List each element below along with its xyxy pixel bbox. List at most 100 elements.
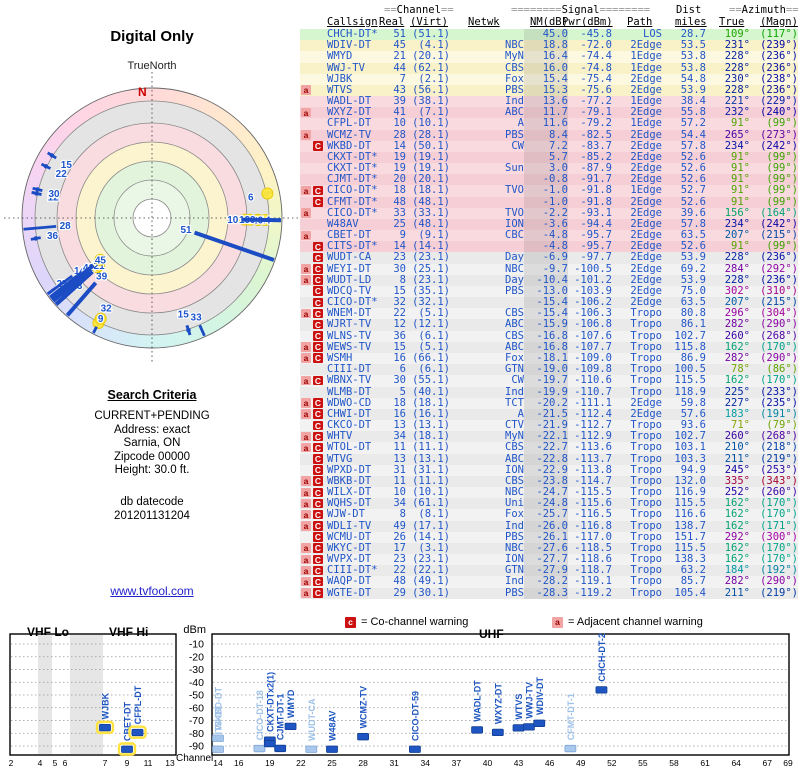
cell-net: TVO [505, 184, 524, 197]
cell-magn: (240°) [760, 106, 798, 119]
header-netwk: Netwk [468, 16, 500, 28]
cell-true: 245° [724, 463, 750, 476]
radar-svg: N306163615123222158302391425331848201919… [4, 72, 300, 364]
warning-badges [300, 152, 327, 163]
cell-dist: 28.7 [680, 28, 706, 40]
signal-bar [121, 745, 133, 753]
cell-virt: (10.1) [412, 117, 450, 130]
cell-magn: (99°) [766, 162, 798, 175]
cell-real: 48 [393, 195, 406, 208]
cell-cs: WPXD-DT [327, 463, 372, 476]
radar-spoke [241, 217, 282, 223]
warning-badges: C [300, 465, 327, 476]
cell-dist: 52.6 [680, 173, 706, 186]
table-row: a C WGTE-DT 29 (30.1) PBS -28.3 -119.2 Tropo 105.… [300, 587, 798, 599]
radar-spoke [65, 281, 98, 317]
radar-channel-label: 15 [61, 160, 73, 171]
cell-pwr: -95.7 [580, 240, 612, 253]
vhf-tick-label: 13 [165, 758, 175, 768]
cell-pwr: -111.1 [574, 396, 612, 409]
adjacent-warning-icon: a [301, 576, 311, 587]
warning-badges: C [300, 420, 327, 431]
criteria-line: Zipcode 00000 [113, 450, 191, 463]
cell-magn: (99°) [766, 150, 798, 163]
cell-cs: WWJ-TV [327, 61, 365, 74]
cell-path: 2Edge [630, 39, 662, 52]
table-row: CKXT-DT* 19 (19.1) 5.7 -85.2 2Edge 52.6 91° (99°… [300, 150, 798, 164]
cell-net: Ind [505, 95, 524, 108]
cell-pwr: -109.0 [574, 351, 612, 364]
cell-real: 12 [393, 318, 406, 331]
cell-magn: (273°) [760, 128, 798, 141]
header-pwr: Pwr(dBm) [562, 16, 613, 28]
cell-real: 51 [393, 28, 406, 40]
cell-nm: 13.6 [524, 95, 568, 108]
table-row: a C WDLI-TV 49 (17.1) Ind -26.0 -116.8 Tropo 138.… [300, 520, 798, 532]
adjacent-warning-icon: a [301, 107, 311, 117]
cell-true: 296° [724, 307, 750, 320]
warning-badges [300, 29, 327, 40]
cell-dist: 52.6 [680, 240, 706, 253]
cell-net: CBS [505, 474, 524, 487]
signal-bar [357, 733, 369, 741]
bar-highlight [95, 720, 115, 735]
cell-true: 282° [724, 318, 750, 331]
cell-pwr: -112.7 [574, 419, 612, 432]
cell-real: 5 [399, 385, 406, 398]
co-channel-warning-icon: c [345, 616, 356, 628]
cell-dist: 57.2 [680, 117, 706, 130]
cell-net: MyN [505, 430, 524, 443]
cell-pwr: -114.7 [574, 474, 612, 487]
cell-magn: (99°) [766, 184, 798, 197]
header-channel-group: ==Channel== [384, 4, 454, 16]
cell-pwr: -95.7 [580, 229, 612, 242]
search-criteria-lines: CURRENT+PENDING Address: exact Sarnia, O… [32, 410, 272, 478]
cell-net: ABC [505, 340, 524, 353]
header-path: Path [627, 16, 653, 28]
cell-virt: (19.1) [412, 150, 450, 163]
cell-nm: -27.9 [524, 565, 568, 577]
cell-path: Tropo [630, 486, 662, 499]
signal-bar [284, 722, 297, 731]
cell-real: 19 [393, 162, 406, 175]
co-channel-warning-icon: C [313, 409, 323, 420]
warning-badges: a [300, 130, 327, 141]
cell-cs: WCMU-DT [327, 530, 372, 543]
co-channel-warning-icon: C [313, 588, 323, 599]
radar-channel-label: 39 [96, 271, 108, 282]
co-channel-warning-icon: C [313, 554, 323, 565]
co-channel-warning-icon: C [313, 319, 323, 330]
cell-net: Sun [505, 162, 524, 175]
cell-path: 2Edge [630, 128, 662, 141]
cell-pwr: -77.2 [580, 95, 612, 108]
warning-badges: C [300, 532, 327, 543]
cell-true: 282° [724, 351, 750, 364]
cell-magn: (236°) [760, 61, 798, 74]
table-row: CIII-DT 6 (6.1) GTN -19.0 -109.8 Tropo 100.5 78°… [300, 363, 798, 376]
cell-true: 260° [724, 430, 750, 443]
co-channel-legend-text: = Co-channel warning [361, 616, 469, 628]
tvfool-link[interactable]: www.tvfool.com [110, 584, 194, 598]
cell-pwr: -79.1 [580, 106, 612, 119]
cell-nm: -19.9 [524, 386, 568, 398]
cell-cs: WBNX-TV [327, 374, 372, 387]
page-title: Digital Only [110, 28, 194, 45]
cell-nm: -6.9 [524, 252, 568, 264]
cell-real: 41 [393, 106, 406, 119]
cell-magn: (292°) [760, 262, 798, 275]
co-channel-warning-icon: C [313, 297, 323, 308]
cell-cs: WEYI-DT [327, 262, 372, 275]
cell-real: 9 [399, 229, 406, 242]
cell-nm: -0.8 [524, 173, 568, 186]
co-channel-warning-icon: C [313, 331, 323, 342]
cell-path: 2Edge [630, 195, 662, 208]
cell-dist: 63.5 [680, 229, 706, 242]
co-channel-warning-icon: C [313, 264, 323, 275]
cell-path: 2Edge [630, 284, 662, 297]
radar-channel-label: 32 [101, 303, 113, 314]
cell-path: LOS [643, 28, 662, 40]
cell-nm: -15.4 [524, 296, 568, 309]
